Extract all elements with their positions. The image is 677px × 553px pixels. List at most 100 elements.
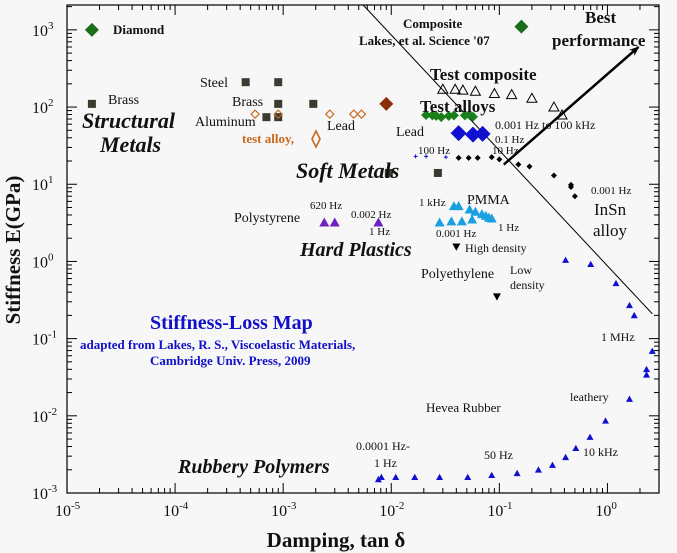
plot-frame: [66, 4, 660, 494]
label-leathery: leathery: [570, 390, 609, 404]
hevea-rubber-point: [612, 279, 620, 287]
test-composite-point: [548, 101, 560, 112]
x-tick-exponent: -1: [503, 500, 512, 512]
hevea-rubber-point: [625, 301, 633, 309]
label-best: Best: [585, 8, 617, 27]
label-polyethylene: Polyethylene: [421, 267, 494, 282]
test-alloys-0-1-hz-point: [450, 125, 467, 142]
test-alloy-point: [250, 109, 260, 119]
x-tick-exponent: 0: [611, 500, 617, 512]
label-0.0001hz: 0.0001 Hz-: [356, 439, 410, 453]
x-tick-label: 100: [595, 500, 617, 520]
pmma-point: [456, 216, 467, 226]
structural-metals-point: [241, 78, 250, 87]
pmma-point: [464, 204, 475, 214]
test-alloy-point: [273, 109, 284, 119]
label-lakes: Lakes, et al. Science '07: [359, 33, 490, 48]
hevea-rubber-point: [436, 473, 444, 481]
y-tick-exponent: 1: [48, 174, 54, 186]
insn-alloy-point: [515, 161, 522, 168]
y-tick-label: 101: [32, 174, 54, 194]
label-freq-range: 0.001 Hz to 100 kHz: [495, 118, 595, 132]
y-tick-exponent: 2: [48, 97, 54, 109]
y-tick-label: 10-1: [32, 329, 57, 349]
label-insn-hz: 0.001 Hz: [591, 185, 631, 197]
label-density: density: [510, 278, 545, 292]
polyethylene-point: [452, 243, 461, 251]
reference-lines: [362, 4, 653, 315]
structural-metals-point: [384, 168, 393, 177]
hevea-rubber-point: [586, 433, 594, 440]
y-tick-exponent: 3: [48, 20, 54, 32]
structural-metals-point: [262, 113, 271, 122]
label-test-composite: Test composite: [430, 65, 537, 84]
label-rub-1hz: 1 Hz: [374, 456, 397, 470]
label-insn: InSn: [594, 200, 627, 219]
polystyrene-point: [319, 217, 330, 227]
insn-alloy-point: [474, 154, 481, 161]
insn-alloy-point: [488, 154, 495, 161]
test-composite-point: [505, 88, 518, 100]
x-tick-base: 10: [379, 503, 395, 520]
test-alloys-0-1-hz-point: [464, 126, 481, 143]
hevea-rubber-point: [377, 473, 385, 481]
best-performance-arrow: [502, 46, 640, 166]
label-polystyrene: Polystyrene: [234, 211, 300, 226]
test-alloy-point: [324, 109, 335, 119]
soft-metals-100-hz-point: [443, 155, 448, 160]
pmma-point: [453, 201, 464, 211]
diamond-point: [84, 22, 99, 37]
hevea-rubber-point: [548, 461, 556, 468]
insn-alloy-point: [526, 163, 533, 170]
label-soft-metals: Soft Metals: [296, 158, 399, 183]
hevea-rubber-point: [534, 466, 542, 473]
y-tick-label: 103: [32, 20, 54, 40]
pmma-point: [446, 216, 457, 226]
test-alloys-point: [436, 112, 447, 123]
test-alloy-point: [356, 109, 367, 119]
x-tick-base: 10: [271, 503, 287, 520]
label-composite: Composite: [403, 16, 462, 31]
pmma-point: [467, 214, 478, 224]
y-tick-label: 10-2: [32, 406, 57, 426]
test-alloys-point: [467, 111, 478, 122]
label-metals: Metals: [99, 132, 161, 157]
x-tick-label: 10-4: [163, 500, 189, 520]
label-10khz: 10 kHz: [583, 445, 618, 459]
y-tick-base: 10: [32, 254, 48, 271]
pmma-point: [434, 217, 445, 227]
label-aluminum: Aluminum: [195, 115, 256, 130]
x-tick-exponent: -5: [71, 500, 81, 512]
label-brass-2: Brass: [232, 95, 263, 110]
label-alloy: alloy: [593, 221, 627, 240]
label-test-alloy: test alloy,: [242, 131, 294, 146]
x-tick-base: 10: [487, 503, 503, 520]
x-tick-base: 10: [55, 503, 71, 520]
insn-alloy-point: [550, 172, 557, 179]
label-hard-plastics: Hard Plastics: [299, 239, 412, 261]
structural-metals-point: [433, 168, 442, 177]
hevea-rubber-point: [602, 417, 610, 424]
label-rubbery-polymers: Rubbery Polymers: [177, 456, 330, 478]
label-brass: Brass: [108, 93, 139, 108]
label-50hz: 50 Hz: [484, 448, 513, 462]
test-alloys-0-1-hz-point: [474, 125, 491, 142]
axes: 10-5 10-4 10-3 10-2 10-1 10010310210110010-11…: [32, 4, 660, 520]
label-ps-1hz: 1 Hz: [369, 226, 390, 238]
test-composite-point: [436, 83, 449, 94]
test-composite-point: [469, 85, 482, 96]
label-test-alloys: Test alloys: [420, 97, 496, 116]
y-tick-label: 10-3: [32, 483, 58, 503]
soft-metals-100-hz-point: [424, 154, 429, 159]
x-tick-exponent: -2: [395, 500, 404, 512]
structural-metals-point: [87, 99, 96, 108]
hevea-rubber-point: [625, 395, 633, 402]
hevea-rubber-point: [464, 473, 472, 481]
hevea-rubber-point: [488, 471, 496, 479]
label-pmma-1hz: 1 Hz: [498, 222, 519, 234]
test-composite-point: [457, 84, 469, 95]
pmma-point: [483, 212, 494, 222]
insn-alloy-point: [571, 193, 578, 200]
test-alloy-legend-icon: [311, 129, 321, 149]
